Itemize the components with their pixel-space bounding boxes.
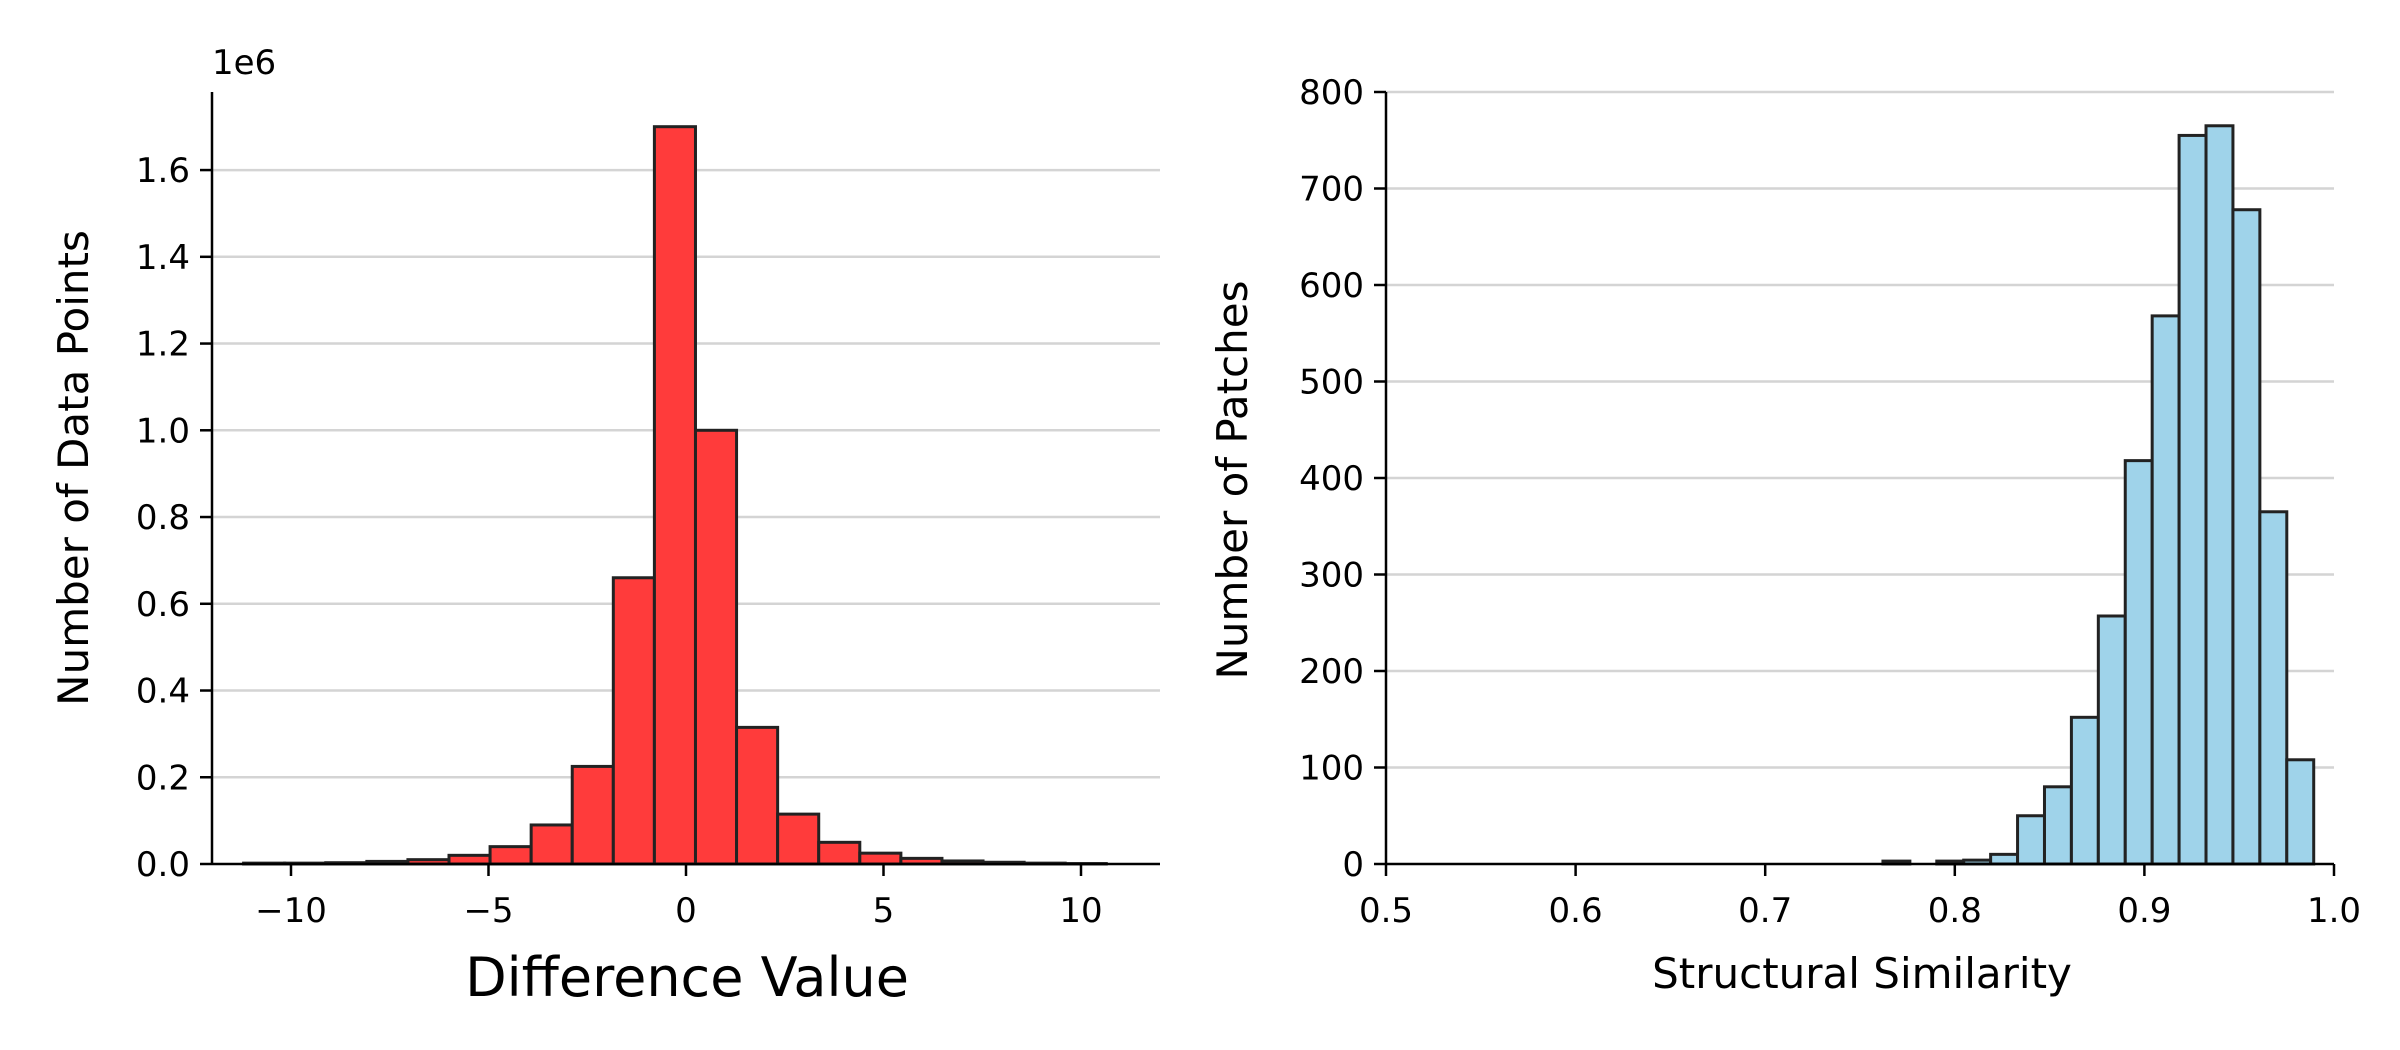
similarity-bar-14 [2258,510,2289,866]
y-tick-label: 100 [1299,749,1364,789]
y-tick-label: 1.4 [136,238,190,278]
y-tick-label: 1.0 [136,411,190,451]
similarity-bar-7 [2069,715,2100,866]
y-tick-label: 800 [1299,73,1364,113]
x-tick-label: 0.9 [2117,891,2171,931]
y-tick-label: 0.8 [136,498,190,538]
difference-bar-13 [776,812,821,866]
x-tick-label: 10 [1059,891,1102,931]
x-tick-label: −5 [463,891,513,931]
difference-histogram-panel: −10 −5 0 5 10 0.0 0.2 0.4 0.6 0.8 1.0 1.2 1.4 1.6 1e… [49,43,1160,1009]
y-tick-label: 0.4 [136,672,190,712]
similarity-histogram-panel: 0.5 0.6 0.7 0.8 0.9 1.0 0 100 200 300 400 500 600 70… [1208,73,2361,998]
y-tick-label: 700 [1299,170,1364,210]
similarity-histogram-x-ticks: 0.5 0.6 0.7 0.8 0.9 1.0 [1359,864,2361,931]
difference-bar-15 [858,851,903,866]
x-tick-label: 5 [873,891,895,931]
y-axis-label: Number of Data Points [49,230,98,706]
y-tick-label: 300 [1299,556,1364,596]
y-tick-label: 0 [1342,845,1364,885]
x-axis-label: Structural Similarity [1652,949,2072,998]
y-tick-label: 0.0 [136,845,190,885]
similarity-bar-8 [2096,614,2127,866]
difference-bar-8 [570,764,615,866]
x-tick-label: 0.6 [1549,891,1603,931]
similarity-bar-9 [2123,459,2154,866]
y-tick-label: 1.6 [136,151,190,191]
y-tick-label: 400 [1299,459,1364,499]
difference-bar-6 [488,845,533,866]
difference-bar-14 [817,840,862,866]
x-tick-label: −10 [255,891,327,931]
x-axis-label: Difference Value [465,946,909,1009]
difference-bar-11 [693,428,739,866]
y-offset-label: 1e6 [212,43,276,83]
difference-bar-10 [652,125,697,866]
similarity-bar-4 [1989,852,2020,866]
difference-bar-12 [735,725,780,866]
similarity-bar-10 [2150,314,2181,866]
difference-bar-9 [611,576,656,866]
y-tick-label: 0.2 [136,758,190,798]
y-tick-label: 500 [1299,363,1364,403]
y-axis-label: Number of Patches [1208,281,1257,680]
similarity-bar-11 [2177,133,2208,866]
y-tick-label: 200 [1299,652,1364,692]
similarity-histogram-y-ticks: 0 100 200 300 400 500 600 700 800 [1299,73,1386,885]
difference-bar-7 [529,823,574,866]
x-tick-label: 1.0 [2307,891,2361,931]
similarity-bar-6 [2042,785,2073,866]
similarity-bar-5 [2016,814,2046,866]
y-tick-label: 0.6 [136,585,190,625]
similarity-bar-15 [2285,758,2316,866]
x-tick-label: 0.5 [1359,891,1413,931]
y-tick-label: 600 [1299,266,1364,306]
difference-histogram-x-ticks: −10 −5 0 5 10 [255,864,1103,931]
x-tick-label: 0 [675,891,697,931]
difference-bar-5 [447,853,492,866]
difference-histogram-bars [242,125,1108,866]
similarity-bar-12 [2204,124,2235,866]
difference-histogram-y-ticks: 0.0 0.2 0.4 0.6 0.8 1.0 1.2 1.4 1.6 [136,151,212,885]
y-tick-label: 1.2 [136,325,190,365]
x-tick-label: 0.8 [1928,891,1982,931]
similarity-bar-13 [2231,208,2262,866]
x-tick-label: 0.7 [1738,891,1792,931]
